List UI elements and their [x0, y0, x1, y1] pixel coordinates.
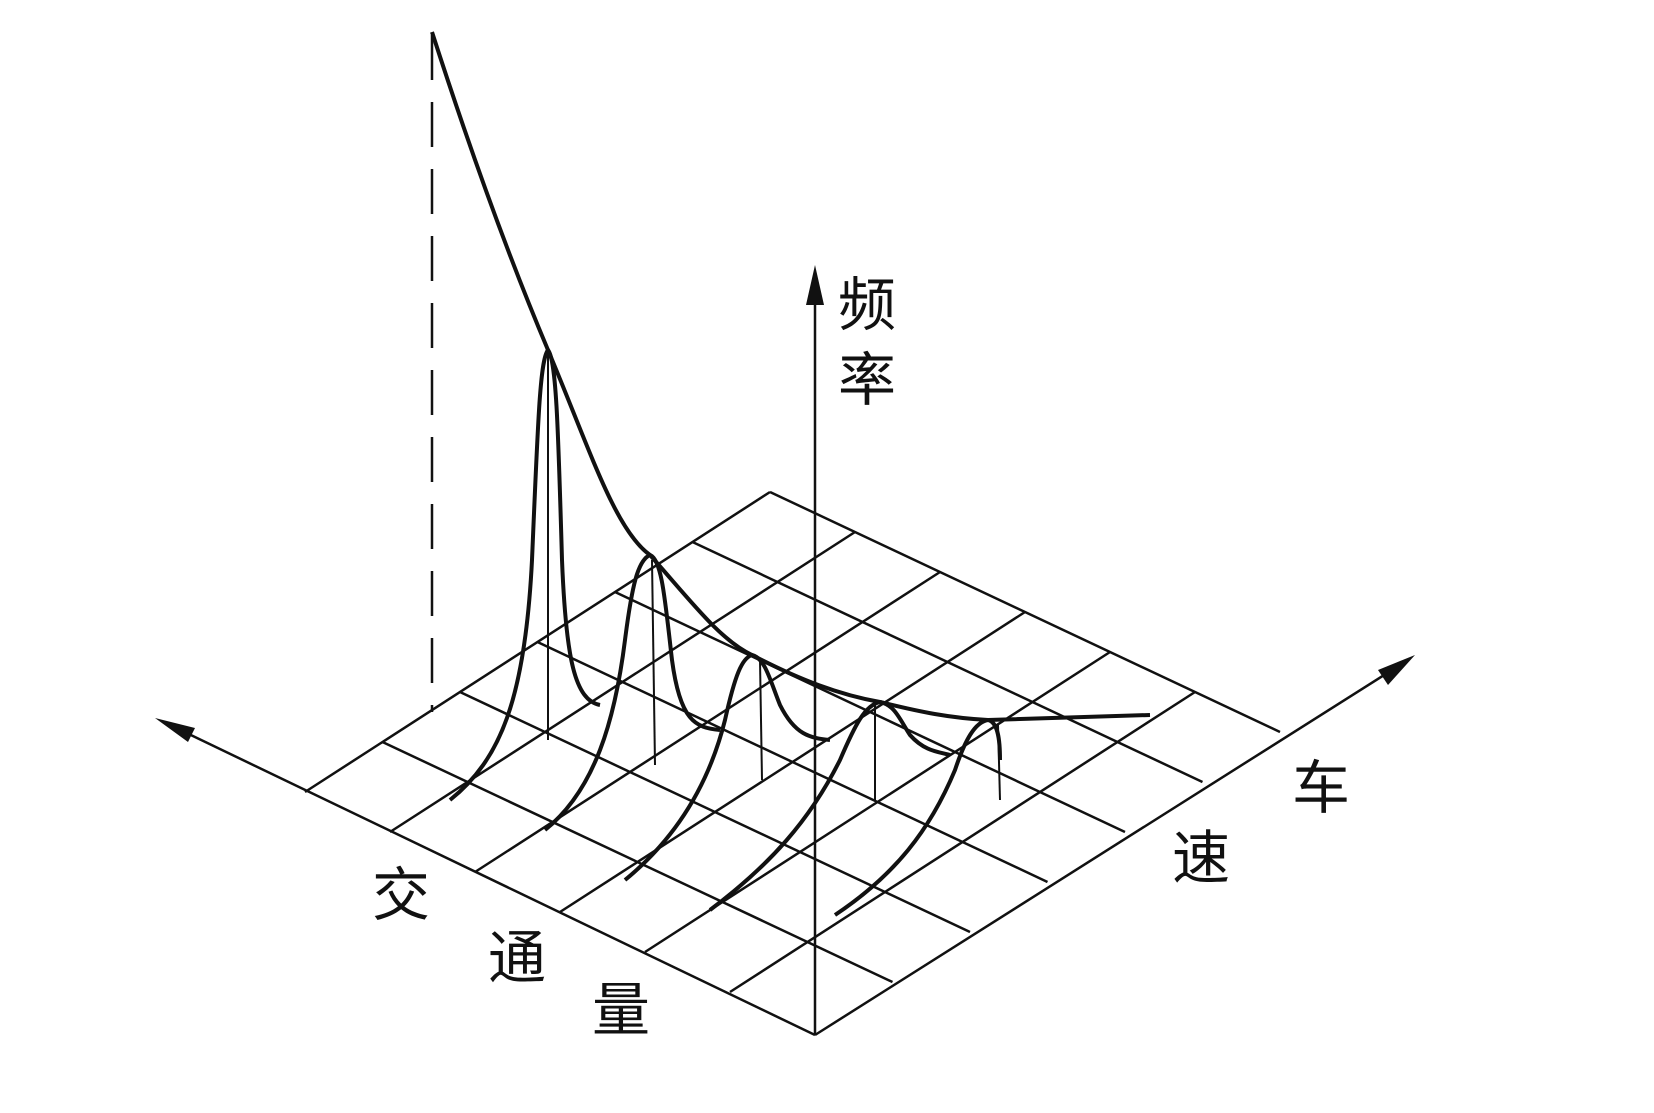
- traffic-volume-label-char-1: 交: [372, 861, 430, 929]
- peak-2-stem: [651, 559, 656, 766]
- envelope-curve: [430, 31, 1151, 723]
- speed-axis: [814, 663, 1401, 1037]
- peak-5: [833, 717, 1002, 917]
- frequency-label-char-1: 频: [838, 271, 896, 339]
- speed-label-char-2: 速: [1172, 824, 1230, 892]
- peak-2: [543, 552, 721, 832]
- frequency-axis-arrow-icon: [806, 265, 824, 305]
- floor-grid: [304, 490, 1281, 994]
- peak-3: [623, 652, 831, 882]
- peaks: [448, 346, 1002, 917]
- speed-axis-arrow-icon: [1378, 655, 1415, 685]
- grid-line-volume-direction: [459, 690, 971, 934]
- grid-line-volume-direction: [769, 490, 1281, 734]
- grid-line-volume-direction: [536, 640, 1049, 884]
- peak-3-stem: [759, 659, 763, 781]
- peak-1: [448, 346, 601, 802]
- grid-line-volume-direction: [614, 590, 1126, 834]
- peak-4: [708, 699, 951, 912]
- speed-label-char-1: 车: [1292, 754, 1350, 822]
- traffic-volume-label-char-2: 通: [488, 924, 546, 992]
- grid-line-volume-direction: [691, 540, 1204, 784]
- traffic-volume-axis-arrow-icon: [155, 718, 195, 742]
- traffic-volume-axis: [169, 723, 816, 1037]
- frequency-label-char-2: 率: [838, 346, 896, 414]
- peak-5-stem: [997, 724, 1001, 801]
- traffic-volume-label-char-3: 量: [592, 976, 650, 1044]
